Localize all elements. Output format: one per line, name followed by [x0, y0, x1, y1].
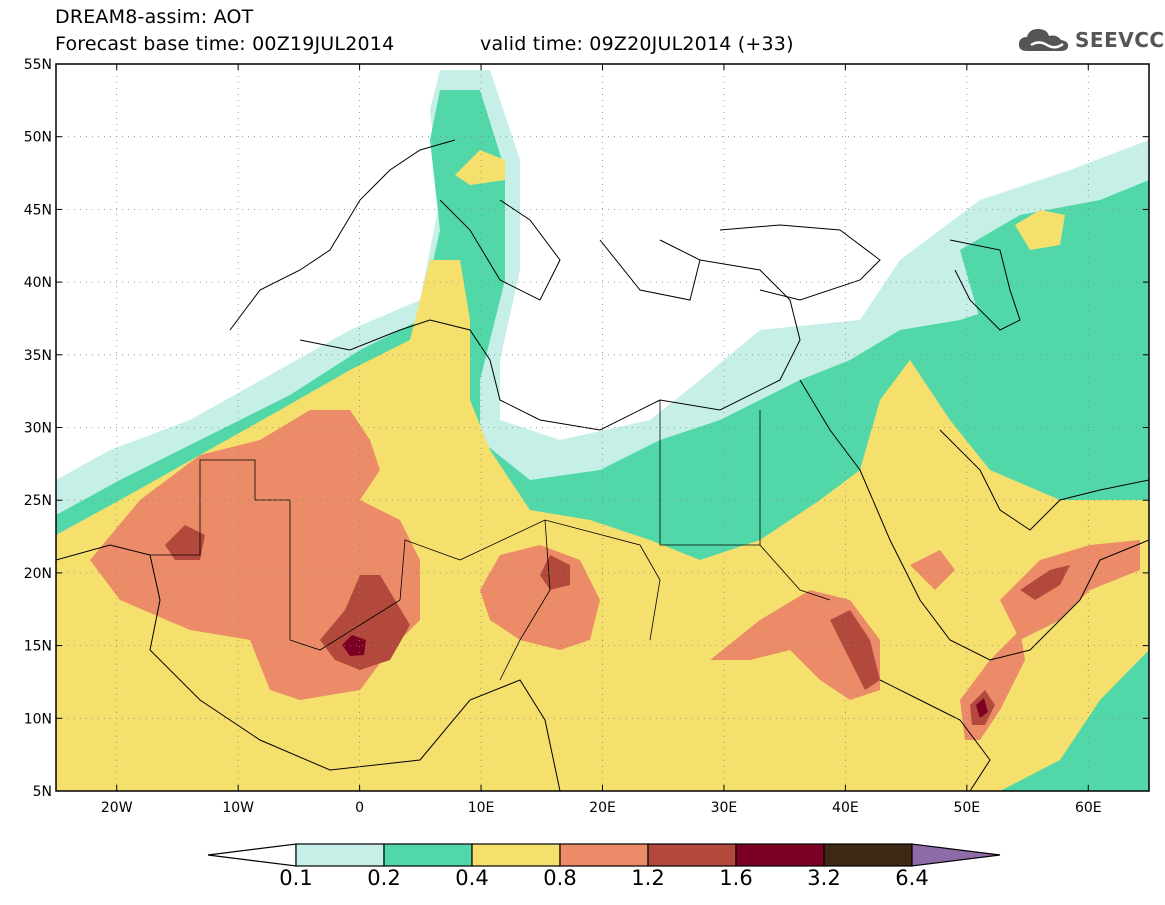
colorbar-label: 1.2	[631, 866, 665, 890]
colorbar-label: 0.2	[367, 866, 401, 890]
aot-contour-1.6-somalia	[976, 698, 988, 718]
valid-time: valid time: 09Z20JUL2014 (+33)	[480, 33, 794, 55]
aot-contour-1.2	[165, 525, 205, 560]
lon-label: 20W	[101, 800, 133, 816]
colorbar-over-arrow	[911, 843, 1001, 867]
cloud-icon	[1018, 29, 1069, 51]
lon-label: 20E	[589, 800, 616, 816]
colorbar-label: 0.4	[455, 866, 489, 890]
lat-label: 45N	[24, 202, 52, 218]
lat-label: 30N	[24, 421, 52, 437]
chart-title: DREAM8-assim: AOT	[55, 6, 254, 28]
aot-fields	[56, 70, 1149, 791]
lat-label: 40N	[24, 275, 52, 291]
forecast-base-time: Forecast base time: 00Z19JUL2014	[55, 33, 395, 55]
colorbar	[207, 843, 1001, 867]
colorbar-swatch	[735, 843, 825, 867]
colorbar-swatch	[559, 843, 649, 867]
lat-label: 10N	[24, 711, 52, 727]
aot-contour-0.4-alps	[455, 150, 505, 185]
lat-label: 20N	[24, 566, 52, 582]
aot-contour-0.8-saudi	[910, 550, 955, 590]
colorbar-swatch	[471, 843, 561, 867]
lon-label: 60E	[1075, 800, 1102, 816]
colorbar-under-arrow	[207, 843, 297, 867]
aot-contour-0.8-arabia	[1000, 540, 1140, 640]
aot-contour-0.4-caspian	[1015, 210, 1065, 250]
colorbar-swatch	[647, 843, 737, 867]
colorbar-label: 1.6	[719, 866, 753, 890]
latitude-labels: 55N 50N 45N 40N 35N 30N 25N 20N 15N 10N 5N	[24, 57, 52, 800]
aot-contour-0.2-east	[960, 180, 1149, 320]
seevccc-logo: SEEVCCC	[1017, 24, 1165, 56]
lat-label: 5N	[33, 784, 52, 800]
lon-label: 0	[355, 800, 364, 816]
lat-label: 25N	[24, 493, 52, 509]
lat-label: 50N	[24, 130, 52, 146]
coastlines	[56, 139, 1149, 791]
lat-label: 35N	[24, 348, 52, 364]
colorbar-label: 3.2	[807, 866, 841, 890]
lat-label: 55N	[24, 57, 52, 73]
colorbar-label: 0.1	[279, 866, 313, 890]
colorbar-label: 6.4	[895, 866, 929, 890]
aot-contour-1.2-mali	[320, 575, 410, 670]
longitude-labels: 20W 10W 0 10E 20E 30E 40E 50E 60E	[101, 800, 1102, 816]
lon-label: 40E	[832, 800, 859, 816]
lon-label: 30E	[711, 800, 738, 816]
lon-label: 50E	[953, 800, 980, 816]
colorbar-swatch	[383, 843, 473, 867]
aot-contour-1.2-eritrea	[830, 610, 880, 690]
lon-label: 10W	[222, 800, 254, 816]
aot-contour-1.2-oman	[1020, 565, 1070, 600]
colorbar-swatch	[295, 843, 385, 867]
logo-text: SEEVCCC	[1075, 28, 1165, 52]
tick-marks	[56, 63, 1149, 792]
colorbar-swatch	[823, 843, 913, 867]
lat-label: 15N	[24, 639, 52, 655]
lon-label: 10E	[468, 800, 495, 816]
colorbar-label: 0.8	[543, 866, 577, 890]
